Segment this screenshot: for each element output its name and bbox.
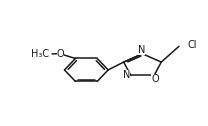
Text: O: O	[57, 49, 64, 59]
Text: Cl: Cl	[188, 40, 197, 50]
Text: N: N	[138, 45, 145, 55]
Text: H₃C: H₃C	[31, 49, 49, 59]
Text: O: O	[151, 74, 159, 84]
Text: N: N	[123, 70, 130, 80]
